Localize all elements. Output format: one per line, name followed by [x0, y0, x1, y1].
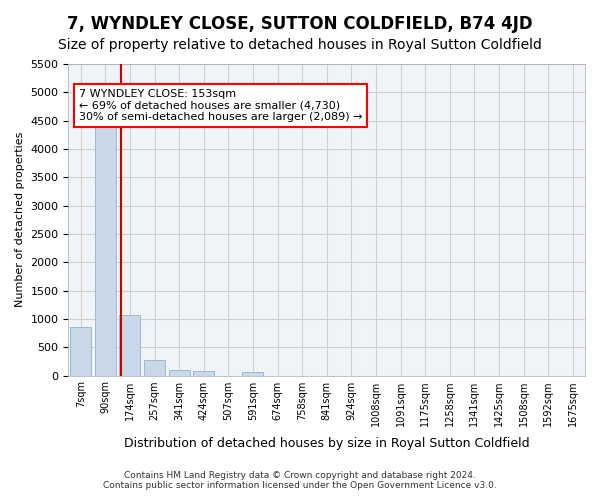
Bar: [119, 316, 140, 376]
Bar: [95, 118, 116, 376]
Bar: [242, 372, 263, 376]
Text: Size of property relative to detached houses in Royal Sutton Coldfield: Size of property relative to detached ho…: [58, 38, 542, 52]
Bar: [169, 370, 190, 376]
Bar: [144, 360, 165, 376]
Bar: [70, 328, 91, 376]
Text: Contains HM Land Registry data © Crown copyright and database right 2024.
Contai: Contains HM Land Registry data © Crown c…: [103, 470, 497, 490]
X-axis label: Distribution of detached houses by size in Royal Sutton Coldfield: Distribution of detached houses by size …: [124, 437, 530, 450]
Text: 7 WYNDLEY CLOSE: 153sqm
← 69% of detached houses are smaller (4,730)
30% of semi: 7 WYNDLEY CLOSE: 153sqm ← 69% of detache…: [79, 89, 362, 122]
Bar: [193, 372, 214, 376]
Y-axis label: Number of detached properties: Number of detached properties: [15, 132, 25, 308]
Text: 7, WYNDLEY CLOSE, SUTTON COLDFIELD, B74 4JD: 7, WYNDLEY CLOSE, SUTTON COLDFIELD, B74 …: [67, 15, 533, 33]
